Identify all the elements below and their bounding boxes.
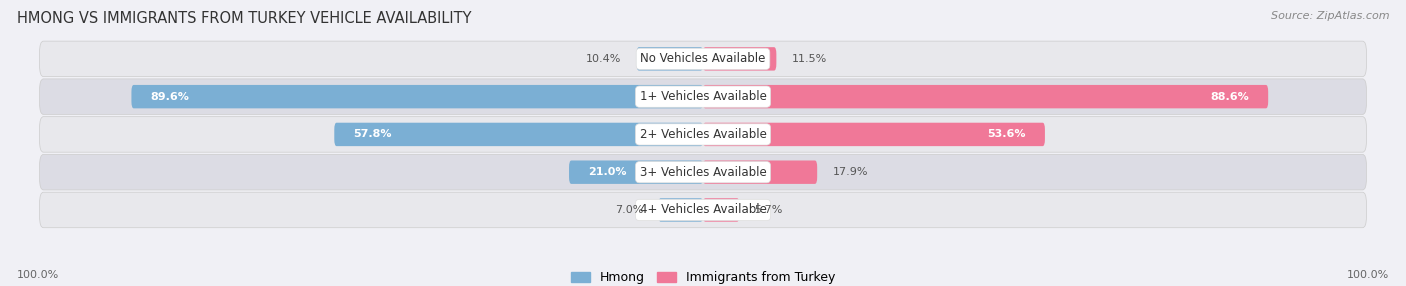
FancyBboxPatch shape [335, 123, 703, 146]
FancyBboxPatch shape [703, 198, 740, 222]
FancyBboxPatch shape [569, 160, 703, 184]
FancyBboxPatch shape [703, 123, 1045, 146]
Legend: Hmong, Immigrants from Turkey: Hmong, Immigrants from Turkey [571, 271, 835, 284]
Text: No Vehicles Available: No Vehicles Available [640, 52, 766, 65]
FancyBboxPatch shape [658, 198, 703, 222]
Text: 100.0%: 100.0% [1347, 270, 1389, 280]
FancyBboxPatch shape [39, 117, 1367, 152]
Text: 3+ Vehicles Available: 3+ Vehicles Available [640, 166, 766, 179]
FancyBboxPatch shape [703, 85, 1268, 108]
Text: 4+ Vehicles Available: 4+ Vehicles Available [640, 203, 766, 217]
FancyBboxPatch shape [39, 79, 1367, 114]
FancyBboxPatch shape [39, 192, 1367, 228]
Text: 11.5%: 11.5% [792, 54, 827, 64]
FancyBboxPatch shape [131, 85, 703, 108]
Text: HMONG VS IMMIGRANTS FROM TURKEY VEHICLE AVAILABILITY: HMONG VS IMMIGRANTS FROM TURKEY VEHICLE … [17, 11, 471, 26]
Text: 1+ Vehicles Available: 1+ Vehicles Available [640, 90, 766, 103]
FancyBboxPatch shape [703, 47, 776, 71]
Text: 57.8%: 57.8% [353, 130, 392, 139]
FancyBboxPatch shape [703, 160, 817, 184]
Text: 88.6%: 88.6% [1211, 92, 1249, 102]
Text: 2+ Vehicles Available: 2+ Vehicles Available [640, 128, 766, 141]
FancyBboxPatch shape [39, 41, 1367, 77]
Text: 53.6%: 53.6% [987, 130, 1026, 139]
FancyBboxPatch shape [637, 47, 703, 71]
Text: 10.4%: 10.4% [586, 54, 621, 64]
FancyBboxPatch shape [39, 154, 1367, 190]
Text: 17.9%: 17.9% [832, 167, 868, 177]
Text: Source: ZipAtlas.com: Source: ZipAtlas.com [1271, 11, 1389, 21]
Text: 21.0%: 21.0% [588, 167, 627, 177]
Text: 7.0%: 7.0% [614, 205, 643, 215]
Text: 89.6%: 89.6% [150, 92, 190, 102]
Text: 5.7%: 5.7% [755, 205, 783, 215]
Text: 100.0%: 100.0% [17, 270, 59, 280]
